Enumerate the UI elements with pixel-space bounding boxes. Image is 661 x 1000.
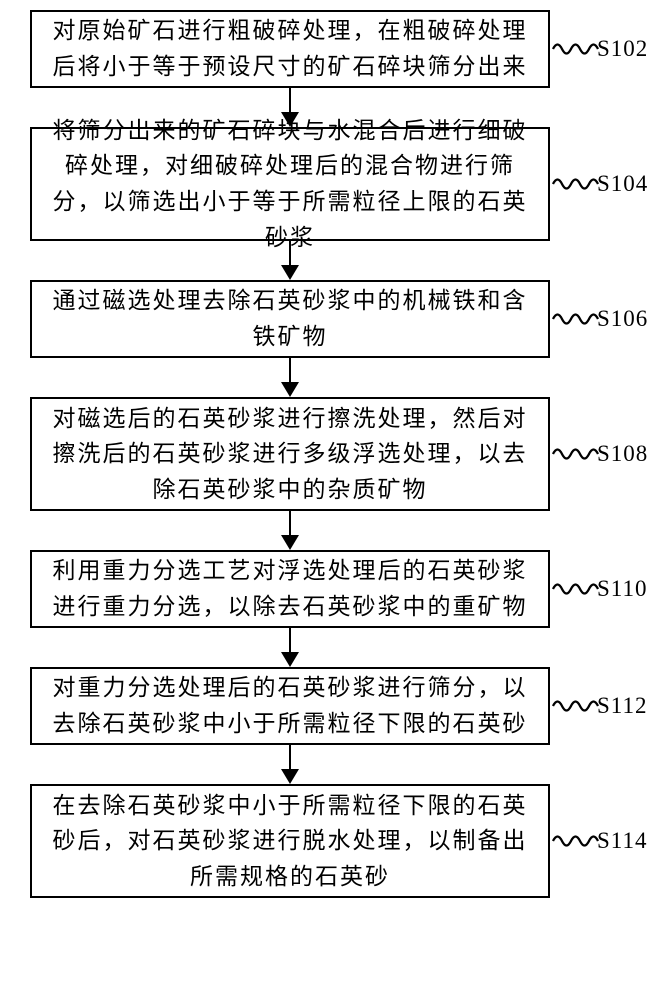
step-box-s102: 对原始矿石进行粗破碎处理，在粗破碎处理后将小于等于预设尺寸的矿石碎块筛分出来 — [30, 10, 550, 88]
step-text: 将筛分出来的矿石碎块与水混合后进行细破碎处理，对细破碎处理后的混合物进行筛分，以… — [42, 113, 538, 256]
arrow-line — [289, 628, 292, 652]
step-label-s112: S112 — [597, 693, 647, 719]
step-label-s104: S104 — [597, 171, 648, 197]
arrow-head-icon — [281, 112, 299, 127]
step-text: 通过磁选处理去除石英砂浆中的机械铁和含铁矿物 — [42, 283, 538, 354]
flowchart-canvas: 对原始矿石进行粗破碎处理，在粗破碎处理后将小于等于预设尺寸的矿石碎块筛分出来 S1… — [0, 0, 661, 1000]
step-label-s106: S106 — [597, 306, 648, 332]
step-label-s114: S114 — [597, 828, 647, 854]
step-box-s104: 将筛分出来的矿石碎块与水混合后进行细破碎处理，对细破碎处理后的混合物进行筛分，以… — [30, 127, 550, 241]
arrow-head-icon — [281, 769, 299, 784]
step-label-s110: S110 — [597, 576, 647, 602]
arrow-head-icon — [281, 652, 299, 667]
arrow-head-icon — [281, 382, 299, 397]
arrow-line — [289, 88, 292, 112]
step-box-s114: 在去除石英砂浆中小于所需粒径下限的石英砂后，对石英砂浆进行脱水处理，以制备出所需… — [30, 784, 550, 898]
step-text: 对原始矿石进行粗破碎处理，在粗破碎处理后将小于等于预设尺寸的矿石碎块筛分出来 — [42, 13, 538, 84]
step-text: 在去除石英砂浆中小于所需粒径下限的石英砂后，对石英砂浆进行脱水处理，以制备出所需… — [42, 788, 538, 895]
step-label-s102: S102 — [597, 36, 648, 62]
arrow-line — [289, 241, 292, 265]
step-label-s108: S108 — [597, 441, 648, 467]
step-text: 利用重力分选工艺对浮选处理后的石英砂浆进行重力分选，以除去石英砂浆中的重矿物 — [42, 553, 538, 624]
step-box-s106: 通过磁选处理去除石英砂浆中的机械铁和含铁矿物 — [30, 280, 550, 358]
arrow-line — [289, 745, 292, 769]
arrow-head-icon — [281, 535, 299, 550]
step-text: 对磁选后的石英砂浆进行擦洗处理，然后对擦洗后的石英砂浆进行多级浮选处理，以去除石… — [42, 401, 538, 508]
arrow-line — [289, 511, 292, 535]
arrow-head-icon — [281, 265, 299, 280]
step-box-s110: 利用重力分选工艺对浮选处理后的石英砂浆进行重力分选，以除去石英砂浆中的重矿物 — [30, 550, 550, 628]
step-box-s112: 对重力分选处理后的石英砂浆进行筛分，以去除石英砂浆中小于所需粒径下限的石英砂 — [30, 667, 550, 745]
step-box-s108: 对磁选后的石英砂浆进行擦洗处理，然后对擦洗后的石英砂浆进行多级浮选处理，以去除石… — [30, 397, 550, 511]
step-text: 对重力分选处理后的石英砂浆进行筛分，以去除石英砂浆中小于所需粒径下限的石英砂 — [42, 670, 538, 741]
arrow-line — [289, 358, 292, 382]
